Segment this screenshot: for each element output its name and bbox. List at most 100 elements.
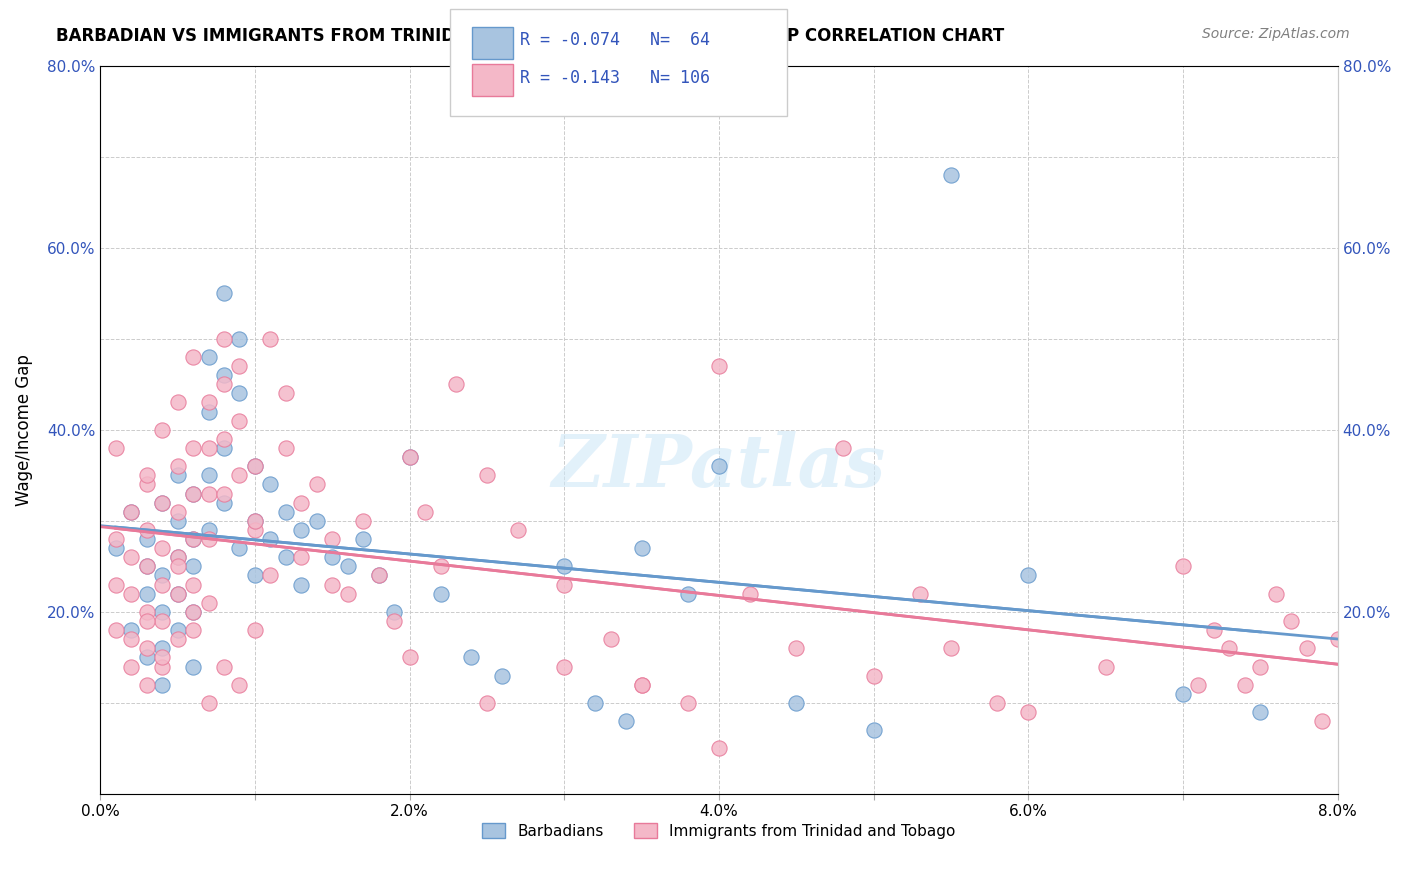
Immigrants from Trinidad and Tobago [181, 350, 204, 364]
Immigrants from Trinidad and Tobago [120, 550, 142, 565]
Immigrants from Trinidad and Tobago [1187, 678, 1209, 692]
Immigrants from Trinidad and Tobago [150, 496, 173, 510]
Immigrants from Trinidad and Tobago [475, 468, 498, 483]
Immigrants from Trinidad and Tobago [228, 468, 250, 483]
Barbadians [104, 541, 127, 556]
Barbadians [553, 559, 575, 574]
Barbadians [243, 568, 266, 582]
Barbadians [259, 477, 281, 491]
Immigrants from Trinidad and Tobago [181, 441, 204, 455]
Barbadians [166, 468, 188, 483]
Immigrants from Trinidad and Tobago [553, 659, 575, 673]
Immigrants from Trinidad and Tobago [197, 696, 219, 710]
Text: Source: ZipAtlas.com: Source: ZipAtlas.com [1202, 27, 1350, 41]
Immigrants from Trinidad and Tobago [243, 459, 266, 474]
Immigrants from Trinidad and Tobago [120, 587, 142, 601]
Barbadians [460, 650, 482, 665]
Immigrants from Trinidad and Tobago [212, 332, 235, 346]
Barbadians [228, 332, 250, 346]
Barbadians [181, 486, 204, 500]
Immigrants from Trinidad and Tobago [382, 614, 405, 628]
Immigrants from Trinidad and Tobago [630, 678, 652, 692]
Immigrants from Trinidad and Tobago [166, 505, 188, 519]
Immigrants from Trinidad and Tobago [630, 678, 652, 692]
Immigrants from Trinidad and Tobago [135, 614, 157, 628]
Immigrants from Trinidad and Tobago [506, 523, 529, 537]
Immigrants from Trinidad and Tobago [135, 605, 157, 619]
Barbadians [707, 459, 730, 474]
Barbadians [212, 368, 235, 383]
Barbadians [862, 723, 884, 738]
Immigrants from Trinidad and Tobago [181, 486, 204, 500]
Immigrants from Trinidad and Tobago [104, 441, 127, 455]
Barbadians [181, 605, 204, 619]
Barbadians [212, 441, 235, 455]
Immigrants from Trinidad and Tobago [150, 650, 173, 665]
Barbadians [243, 459, 266, 474]
Barbadians [429, 587, 451, 601]
Immigrants from Trinidad and Tobago [243, 514, 266, 528]
Immigrants from Trinidad and Tobago [429, 559, 451, 574]
Immigrants from Trinidad and Tobago [1171, 559, 1194, 574]
Immigrants from Trinidad and Tobago [212, 432, 235, 446]
Barbadians [398, 450, 420, 464]
Barbadians [197, 404, 219, 418]
Barbadians [321, 550, 343, 565]
Barbadians [352, 532, 374, 546]
Immigrants from Trinidad and Tobago [1295, 641, 1317, 656]
Immigrants from Trinidad and Tobago [197, 532, 219, 546]
Immigrants from Trinidad and Tobago [336, 587, 359, 601]
Barbadians [212, 496, 235, 510]
Barbadians [166, 623, 188, 637]
Barbadians [181, 659, 204, 673]
Immigrants from Trinidad and Tobago [707, 359, 730, 373]
Barbadians [305, 514, 328, 528]
Barbadians [336, 559, 359, 574]
Barbadians [150, 568, 173, 582]
Immigrants from Trinidad and Tobago [475, 696, 498, 710]
Immigrants from Trinidad and Tobago [939, 641, 962, 656]
Immigrants from Trinidad and Tobago [243, 623, 266, 637]
Immigrants from Trinidad and Tobago [120, 505, 142, 519]
Immigrants from Trinidad and Tobago [166, 587, 188, 601]
Immigrants from Trinidad and Tobago [444, 377, 467, 392]
Immigrants from Trinidad and Tobago [274, 441, 297, 455]
Immigrants from Trinidad and Tobago [707, 741, 730, 756]
Immigrants from Trinidad and Tobago [305, 477, 328, 491]
Immigrants from Trinidad and Tobago [228, 414, 250, 428]
Barbadians [274, 550, 297, 565]
Immigrants from Trinidad and Tobago [228, 678, 250, 692]
Immigrants from Trinidad and Tobago [212, 486, 235, 500]
Immigrants from Trinidad and Tobago [135, 468, 157, 483]
Immigrants from Trinidad and Tobago [104, 577, 127, 591]
Immigrants from Trinidad and Tobago [197, 395, 219, 409]
Immigrants from Trinidad and Tobago [398, 450, 420, 464]
Barbadians [274, 505, 297, 519]
Text: ZIPatlas: ZIPatlas [553, 431, 886, 501]
Immigrants from Trinidad and Tobago [120, 659, 142, 673]
Immigrants from Trinidad and Tobago [181, 623, 204, 637]
Immigrants from Trinidad and Tobago [321, 577, 343, 591]
Immigrants from Trinidad and Tobago [135, 523, 157, 537]
Immigrants from Trinidad and Tobago [104, 623, 127, 637]
Immigrants from Trinidad and Tobago [135, 678, 157, 692]
Immigrants from Trinidad and Tobago [150, 659, 173, 673]
Barbadians [181, 559, 204, 574]
Barbadians [181, 532, 204, 546]
Immigrants from Trinidad and Tobago [1202, 623, 1225, 637]
Immigrants from Trinidad and Tobago [1279, 614, 1302, 628]
Barbadians [785, 696, 807, 710]
Immigrants from Trinidad and Tobago [166, 459, 188, 474]
Text: BARBADIAN VS IMMIGRANTS FROM TRINIDAD AND TOBAGO WAGE/INCOME GAP CORRELATION CHA: BARBADIAN VS IMMIGRANTS FROM TRINIDAD AN… [56, 27, 1004, 45]
Barbadians [197, 468, 219, 483]
Barbadians [382, 605, 405, 619]
Legend: Barbadians, Immigrants from Trinidad and Tobago: Barbadians, Immigrants from Trinidad and… [477, 816, 962, 845]
Barbadians [228, 386, 250, 401]
Immigrants from Trinidad and Tobago [1233, 678, 1256, 692]
Barbadians [135, 532, 157, 546]
Immigrants from Trinidad and Tobago [197, 486, 219, 500]
Barbadians [491, 668, 513, 682]
Barbadians [939, 168, 962, 182]
Immigrants from Trinidad and Tobago [181, 577, 204, 591]
Immigrants from Trinidad and Tobago [785, 641, 807, 656]
